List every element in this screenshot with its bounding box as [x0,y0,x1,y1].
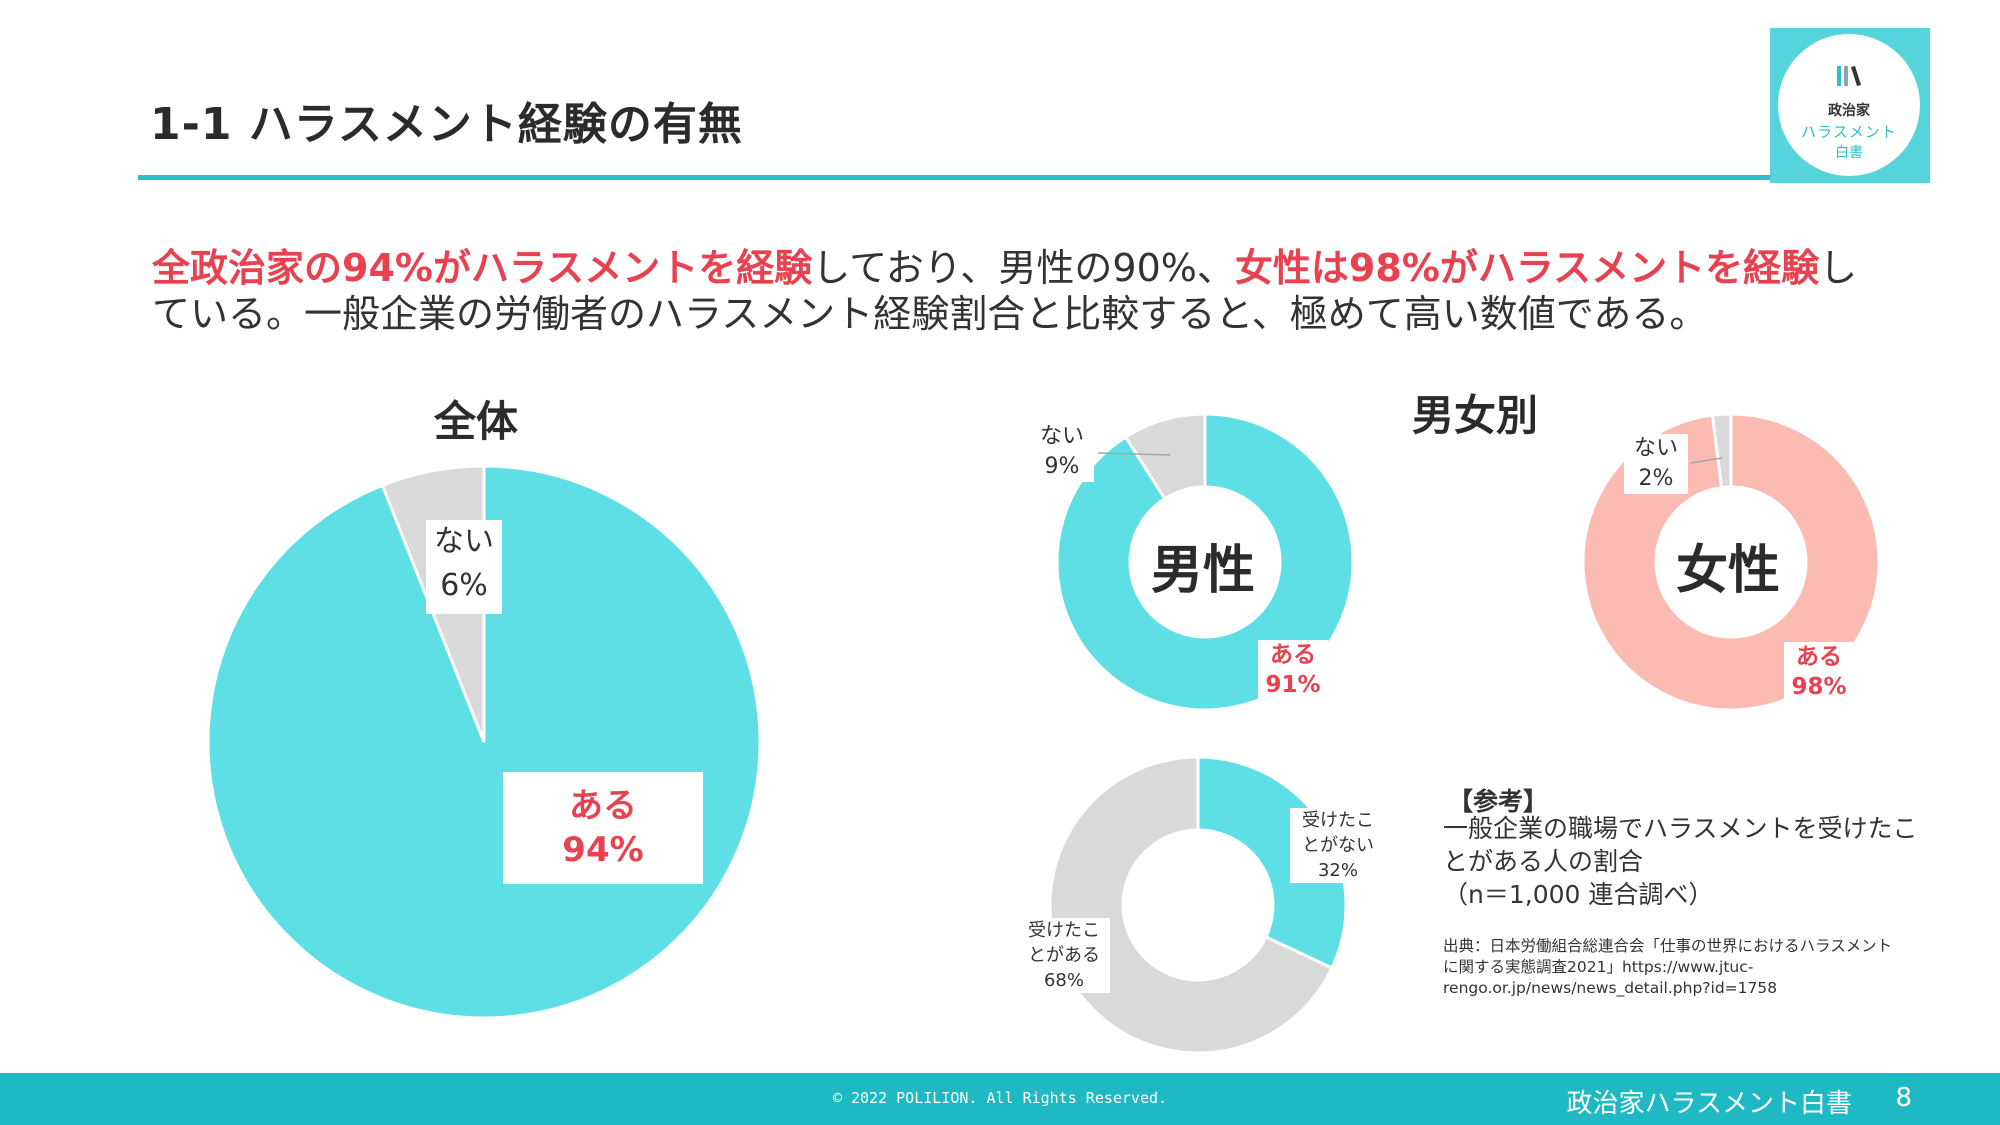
summary-highlight-2: 女性は98%がハラスメントを経験 [1234,246,1820,290]
ref-yes-text-2: とがある [1028,945,1100,966]
page-number: 8 [1895,1083,1912,1113]
logo-text-3: 白書 [1835,145,1863,161]
title-divider [138,175,1770,180]
logo-badge: 政治家 ハラスメント 白書 [1778,34,1920,176]
ref-no-text-2: とがない [1302,835,1374,856]
overall-no-text: ない [434,524,494,559]
female-yes-pct: 98% [1791,674,1847,700]
summary-text: 全政治家の94%がハラスメントを経験しており、男性の90%、女性は98%がハラス… [152,245,1872,337]
summary-highlight-1: 全政治家の94%がハラスメントを経験 [152,246,813,290]
male-no-leader [1097,452,1171,456]
female-yes-text: ある [1796,644,1842,670]
logo-text-2: ハラスメント [1801,123,1897,141]
overall-no-label: ない 6% [426,520,502,614]
male-no-label: ない 9% [1030,422,1094,482]
reference-source: 出典：日本労働組合総連合会「仕事の世界におけるハラスメント に関する実態調査20… [1443,936,1933,999]
male-slice-1 [1123,412,1207,501]
reference-line-3: （n＝1,000 連合調べ） [1443,880,1714,909]
female-no-label: ない 2% [1624,434,1688,494]
ref-no-label: 受けたこ とがない 32% [1290,808,1386,883]
ref-yes-text-1: 受けたこ [1028,920,1100,941]
female-no-leader [1689,457,1723,464]
female-slice-1 [1710,412,1733,490]
male-slice-0 [1055,412,1355,712]
overall-no-pct: 6% [440,568,488,603]
reference-slice-1 [1048,755,1334,1055]
page-title: 1-1 ハラスメント経験の有無 [150,99,743,150]
male-center-label: 男性 [1150,541,1255,601]
footer-bar: © 2022 POLILION. All Rights Reserved. 政治… [0,1073,2000,1125]
reference-body: 一般企業の職場でハラスメントを受けたこ とがある人の割合 （n＝1,000 連合… [1443,812,1943,911]
logo-text-1: 政治家 [1828,103,1870,119]
female-no-pct: 2% [1638,466,1674,491]
ref-yes-label: 受けたこ とがある 68% [1018,918,1110,993]
ref-yes-pct: 68% [1043,970,1084,991]
reference-source-2: に関する実態調査2021」https://www.jtuc- [1443,958,1754,976]
female-no-text: ない [1633,436,1678,461]
ref-no-text-1: 受けたこ [1302,810,1374,831]
reference-source-3: rengo.or.jp/news/news_detail.php?id=1758 [1443,979,1778,997]
overall-yes-pct: 94% [562,830,644,870]
summary-text-4: している。一般企業の労働者のハラスメント経験割合と比較すると、極めて高い数値であ… [152,246,1858,336]
male-yes-text: ある [1270,642,1316,668]
reference-source-1: 出典：日本労働組合総連合会「仕事の世界におけるハラスメント [1443,937,1893,955]
summary-text-2: しており、男性の90%、 [812,246,1235,290]
male-yes-pct: 91% [1265,672,1321,698]
reference-line-1: 一般企業の職場でハラスメントを受けたこ [1443,814,1918,843]
male-no-pct: 9% [1044,454,1080,479]
heading-overall: 全体 [434,397,519,446]
male-no-text: ない [1039,424,1084,449]
overall-yes-text: ある [569,786,637,826]
heading-by-gender: 男女別 [1412,391,1539,440]
ref-no-pct: 32% [1317,860,1358,881]
books-icon [1837,66,1861,86]
footer-title: 政治家ハラスメント白書 [1566,1089,1852,1119]
logo: 政治家 ハラスメント 白書 [1770,28,1930,183]
female-yes-label: ある 98% [1784,642,1854,702]
reference-line-2: とがある人の割合 [1443,847,1644,876]
overall-yes-label: ある 94% [503,772,703,884]
male-yes-label: ある 91% [1258,640,1328,700]
reference-title: 【参考】 [1448,787,1549,816]
copyright: © 2022 POLILION. All Rights Reserved. [832,1089,1168,1107]
female-center-label: 女性 [1675,541,1780,601]
